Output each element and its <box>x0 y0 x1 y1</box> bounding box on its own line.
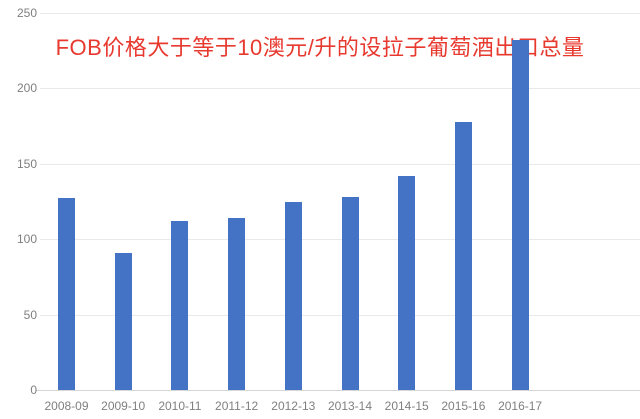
x-axis-tick-label: 2015-16 <box>441 399 486 413</box>
x-axis-tick-label: 2014-15 <box>384 399 429 413</box>
y-axis-tick-label: 250 <box>16 6 37 20</box>
bar-2013-14 <box>341 196 359 390</box>
x-axis-tick-label: 2008-09 <box>44 399 89 413</box>
y-gridline <box>40 13 640 14</box>
x-axis-tick-label: 2012-13 <box>271 399 316 413</box>
y-axis-tick-label: 0 <box>30 383 37 397</box>
bar-2008-09 <box>58 198 75 390</box>
y-axis-tick-label: 50 <box>23 307 37 322</box>
y-axis-tick-label: 150 <box>16 156 37 171</box>
chart-title: FOB价格大于等于10澳元/升的设拉子葡萄酒出口总量 <box>55 35 585 60</box>
y-axis-tick-label: 200 <box>16 81 37 96</box>
y-gridline <box>40 314 640 316</box>
x-axis-tick-label: 2011-12 <box>215 399 259 413</box>
x-axis-line <box>36 390 640 391</box>
y-gridline <box>40 88 640 90</box>
x-axis-tick-label: 2010-11 <box>158 399 202 413</box>
x-axis-tick-label: 2016-17 <box>498 399 543 413</box>
y-axis-tick-label: 100 <box>16 232 37 247</box>
bar-2015-16 <box>454 121 472 390</box>
bar-2011-12 <box>228 218 246 390</box>
bar-2014-15 <box>398 175 416 390</box>
x-axis-tick-label: 2009-10 <box>101 399 146 413</box>
bar-2016-17 <box>511 40 529 390</box>
bar-2009-10 <box>114 252 132 390</box>
x-axis-tick-label: 2013-14 <box>327 399 373 413</box>
y-gridline <box>40 239 640 241</box>
y-gridline <box>40 163 640 165</box>
bar-2010-11 <box>171 221 189 390</box>
bar-2012-13 <box>284 201 302 390</box>
